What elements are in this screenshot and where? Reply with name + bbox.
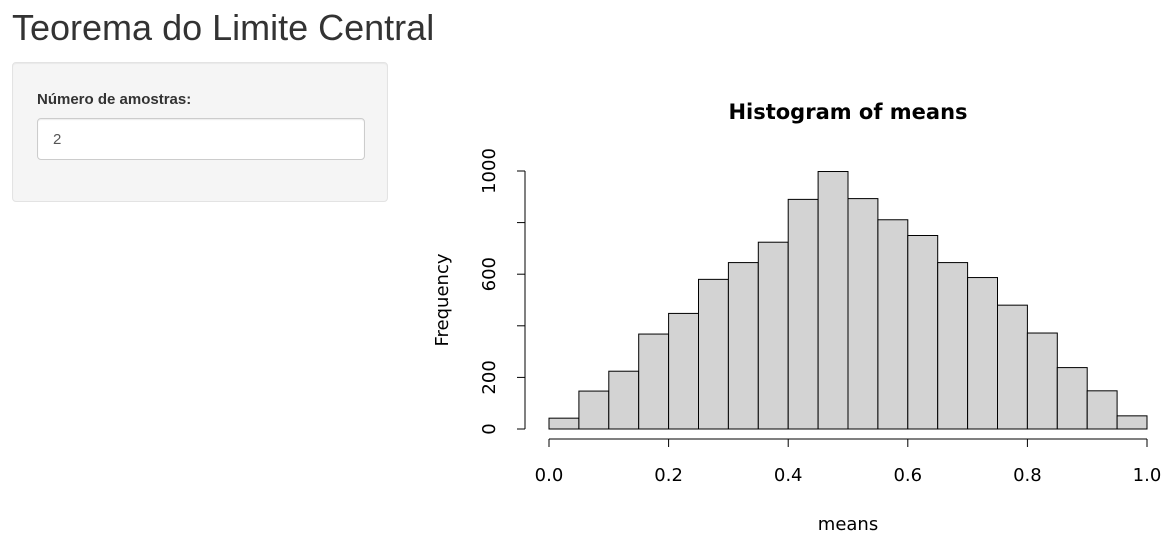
x-axis: 0.0 0.2 0.4 0.6 0.8 1.0: [535, 438, 1162, 486]
x-tick-label: 0.6: [893, 465, 922, 486]
x-tick-label: 0.8: [1013, 465, 1042, 486]
histogram-bar: [757, 241, 789, 430]
histogram-bar: [638, 333, 670, 430]
sample-count-label: Número de amostras:: [37, 91, 192, 108]
histogram-bar: [668, 312, 700, 430]
histogram-bar: [817, 171, 849, 430]
y-tick-label: 600: [479, 257, 500, 291]
histogram-bar: [997, 304, 1028, 430]
y-axis: 0 200 600 1000: [479, 148, 526, 435]
histogram-bar: [1086, 390, 1118, 430]
bars-group: [548, 171, 1148, 430]
histogram-bar: [548, 417, 580, 430]
histogram-bar: [608, 370, 640, 430]
sample-count-input[interactable]: [37, 118, 365, 160]
histogram-bar: [907, 235, 939, 430]
x-tick-label: 1.0: [1133, 465, 1162, 486]
x-axis-label: means: [818, 514, 878, 535]
histogram-bar: [1056, 367, 1088, 430]
chart-title: Histogram of means: [728, 100, 967, 124]
histogram-bar: [1116, 415, 1148, 430]
histogram-bar: [1026, 332, 1058, 430]
histogram-bar: [877, 219, 909, 430]
histogram-bar: [967, 277, 998, 430]
histogram-svg: Histogram of means 0.0 0.2 0.4 0.6 0.8 1.0 0 2…: [432, 100, 1162, 535]
histogram-bar: [578, 390, 610, 430]
histogram-bar: [937, 262, 969, 430]
page-title: Teorema do Limite Central: [12, 7, 435, 48]
x-tick-label: 0.0: [535, 465, 564, 486]
x-tick-label: 0.4: [774, 465, 803, 486]
y-axis-label: Frequency: [432, 253, 453, 346]
y-tick-label: 1000: [479, 148, 500, 194]
histogram-bar: [727, 262, 759, 430]
y-tick-label: 0: [479, 423, 500, 434]
histogram-plot: Histogram of means 0.0 0.2 0.4 0.6 0.8 1.0 0 2…: [420, 80, 1170, 543]
histogram-bar: [847, 198, 879, 430]
x-tick-label: 0.2: [654, 465, 683, 486]
histogram-bar: [698, 278, 729, 430]
histogram-bar: [787, 198, 819, 430]
y-tick-label: 200: [479, 360, 500, 394]
sidebar-panel: Número de amostras:: [12, 62, 388, 202]
